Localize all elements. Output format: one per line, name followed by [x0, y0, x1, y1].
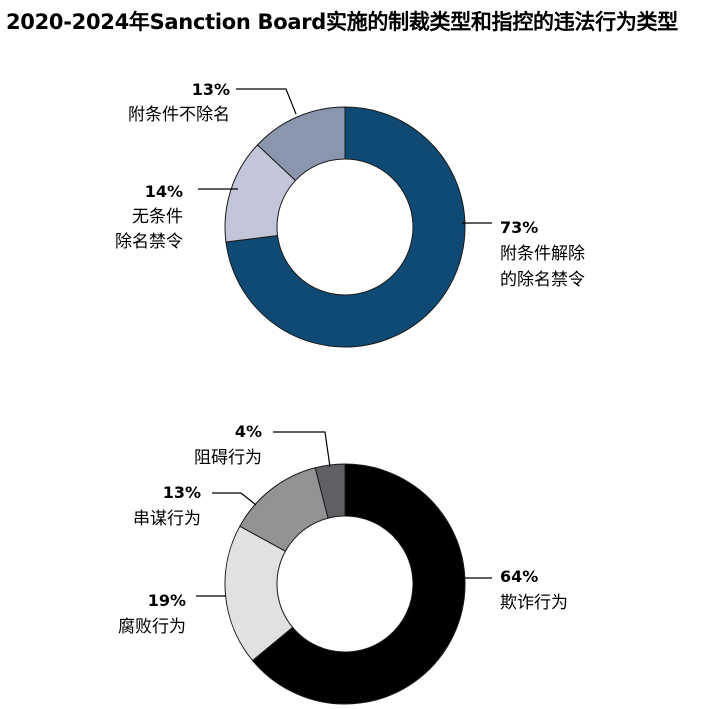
leader-line [273, 431, 331, 468]
slice-category-label: 阻碍行为 [194, 448, 262, 468]
slice-percent-label: 14% [145, 182, 183, 201]
slice-percent-label: 19% [148, 591, 186, 610]
donut-slice [314, 463, 346, 519]
slice-percent-label: 13% [192, 80, 230, 99]
slice-category-label: 的除名禁令 [500, 270, 585, 290]
donut-slice [251, 463, 466, 705]
slice-category-label: 腐败行为 [118, 617, 186, 637]
slice-category-label: 无条件 [132, 207, 183, 227]
slice-category-label: 串谋行为 [133, 509, 201, 529]
slice-category-label: 欺诈行为 [500, 593, 568, 613]
slice-percent-label: 13% [163, 483, 201, 502]
slice-percent-label: 4% [235, 422, 262, 441]
page-title: 2020-2024年Sanction Board实施的制裁类型和指控的违法行为类… [6, 10, 678, 34]
leader-line [236, 88, 297, 115]
slice-category-label: 附条件不除名 [128, 105, 230, 125]
violation-type-donut: 64% 欺诈行为 19% 腐败行为 13% 串谋行为 4% 阻碍行为 [118, 422, 568, 705]
slice-category-label: 除名禁令 [115, 232, 183, 252]
slice-percent-label: 73% [500, 218, 538, 237]
slice-category-label: 附条件解除 [500, 244, 585, 264]
leader-line [212, 492, 257, 506]
slice-percent-label: 64% [500, 567, 538, 586]
donut-slice [225, 106, 466, 348]
donut-slice [256, 106, 346, 182]
